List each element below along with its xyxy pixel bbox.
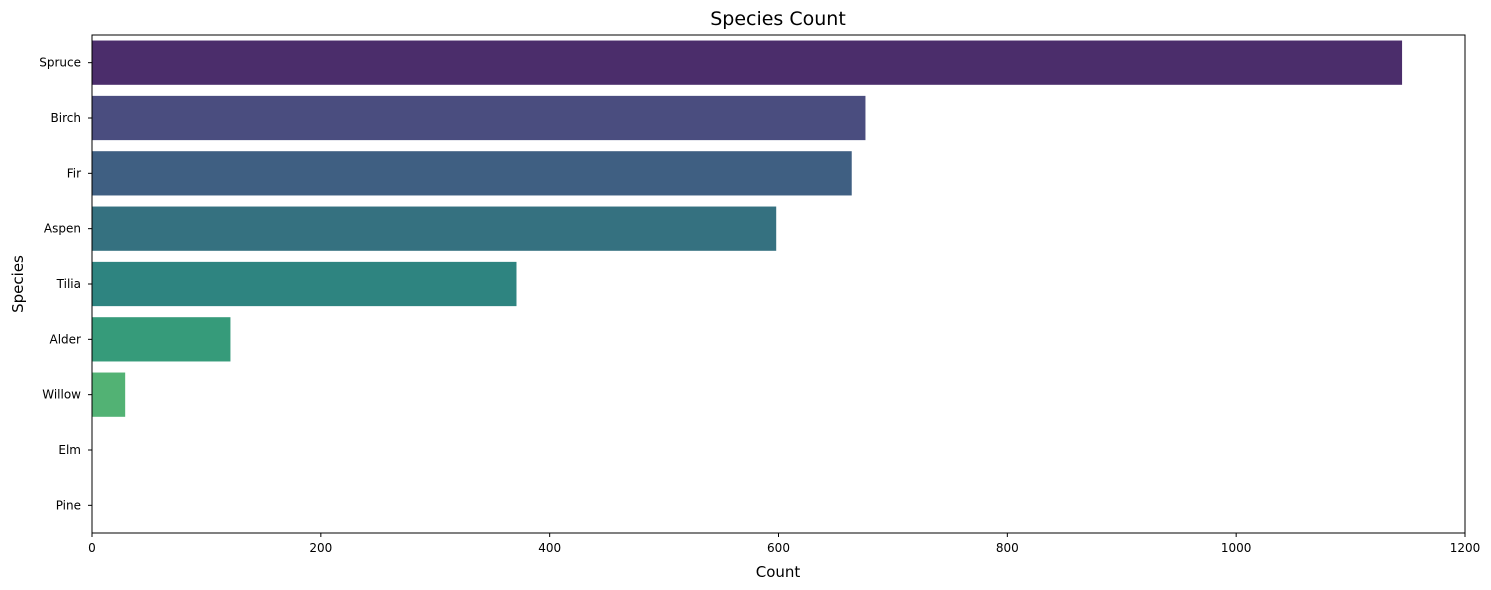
y-tick-label: Birch [51,111,81,125]
chart-title: Species Count [710,8,846,30]
y-axis-label: Species [9,255,27,313]
x-tick-label: 0 [88,541,96,555]
x-axis-label: Count [756,563,801,581]
bar-tilia [92,261,517,307]
y-tick-label: Spruce [39,56,81,70]
y-tick-label: Fir [67,166,81,180]
y-tick-label: Alder [50,332,82,346]
bar-spruce [92,40,1403,85]
bars-group [92,40,1403,417]
bar-birch [92,95,866,141]
x-axis-ticks: 0 200 400 600 800 1000 1200 [88,533,1480,555]
x-tick-label: 1200 [1450,541,1481,555]
y-tick-label: Tilia [56,277,81,291]
bar-aspen [92,206,777,251]
x-tick-label: 1000 [1221,541,1252,555]
y-axis-ticks: Spruce Birch Fir Aspen Tilia Alder Willow Elm Pi… [39,56,92,512]
bar-fir [92,151,852,196]
bar-alder [92,317,231,362]
y-tick-label: Pine [56,498,81,512]
x-tick-label: 600 [767,541,790,555]
x-tick-label: 800 [996,541,1019,555]
plot-frame [91,34,1466,534]
y-tick-label: Elm [58,443,81,457]
y-tick-label: Willow [42,388,81,402]
x-tick-label: 200 [309,541,332,555]
bar-willow [92,372,126,417]
x-tick-label: 400 [538,541,561,555]
y-tick-label: Aspen [44,222,81,236]
